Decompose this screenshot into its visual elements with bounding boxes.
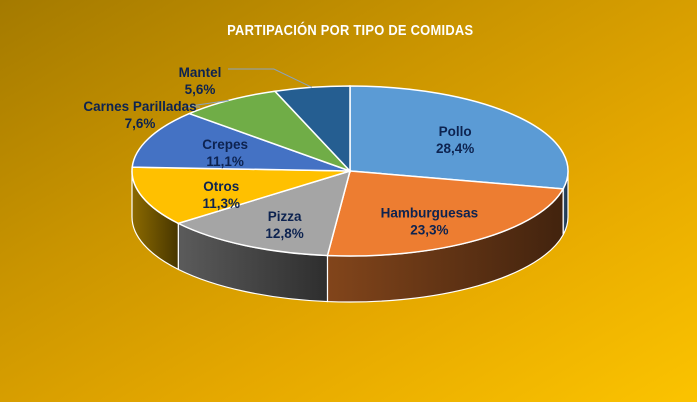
slice-label-pollo: Pollo (439, 124, 472, 139)
slice-value-pollo: 28,4% (436, 141, 474, 156)
slice-value-carnes-parilladas: 7,6% (125, 116, 156, 131)
slice-label-crepes: Crepes (202, 137, 248, 152)
slice-value-hamburguesas: 23,3% (410, 223, 448, 238)
slice-label-pizza: Pizza (268, 209, 302, 224)
slice-label-carnes-parilladas: Carnes Parilladas (83, 99, 196, 114)
slice-label-otros: Otros (203, 179, 239, 194)
leader-line (183, 99, 229, 108)
slice-value-otros: 11,3% (202, 196, 240, 211)
slice-hamburguesas (326, 170, 565, 257)
slice-labels: Pollo 28,4% Hamburguesas 23,3% Pizza 12,8% Otr… (83, 65, 478, 241)
leader-line (228, 68, 313, 88)
leader-lines (183, 68, 313, 108)
slice-value-crepes: 11,1% (206, 154, 244, 169)
slice-pollo (349, 85, 569, 190)
slice-pizza (176, 169, 352, 257)
slice-crepes (131, 112, 351, 172)
slice-value-mantel: 5,6% (185, 82, 216, 97)
slice-otros (131, 166, 351, 225)
pie-tops (131, 85, 569, 257)
chart-title: PARTIPACIÓN POR TIPO DE COMIDAS (227, 22, 474, 39)
slice-mantel (273, 85, 351, 173)
slice-label-hamburguesas: Hamburguesas (381, 206, 479, 221)
slice-label-mantel: Mantel (179, 65, 222, 80)
slice-carnes-parilladas (187, 90, 351, 172)
slice-value-pizza: 12,8% (265, 226, 303, 241)
